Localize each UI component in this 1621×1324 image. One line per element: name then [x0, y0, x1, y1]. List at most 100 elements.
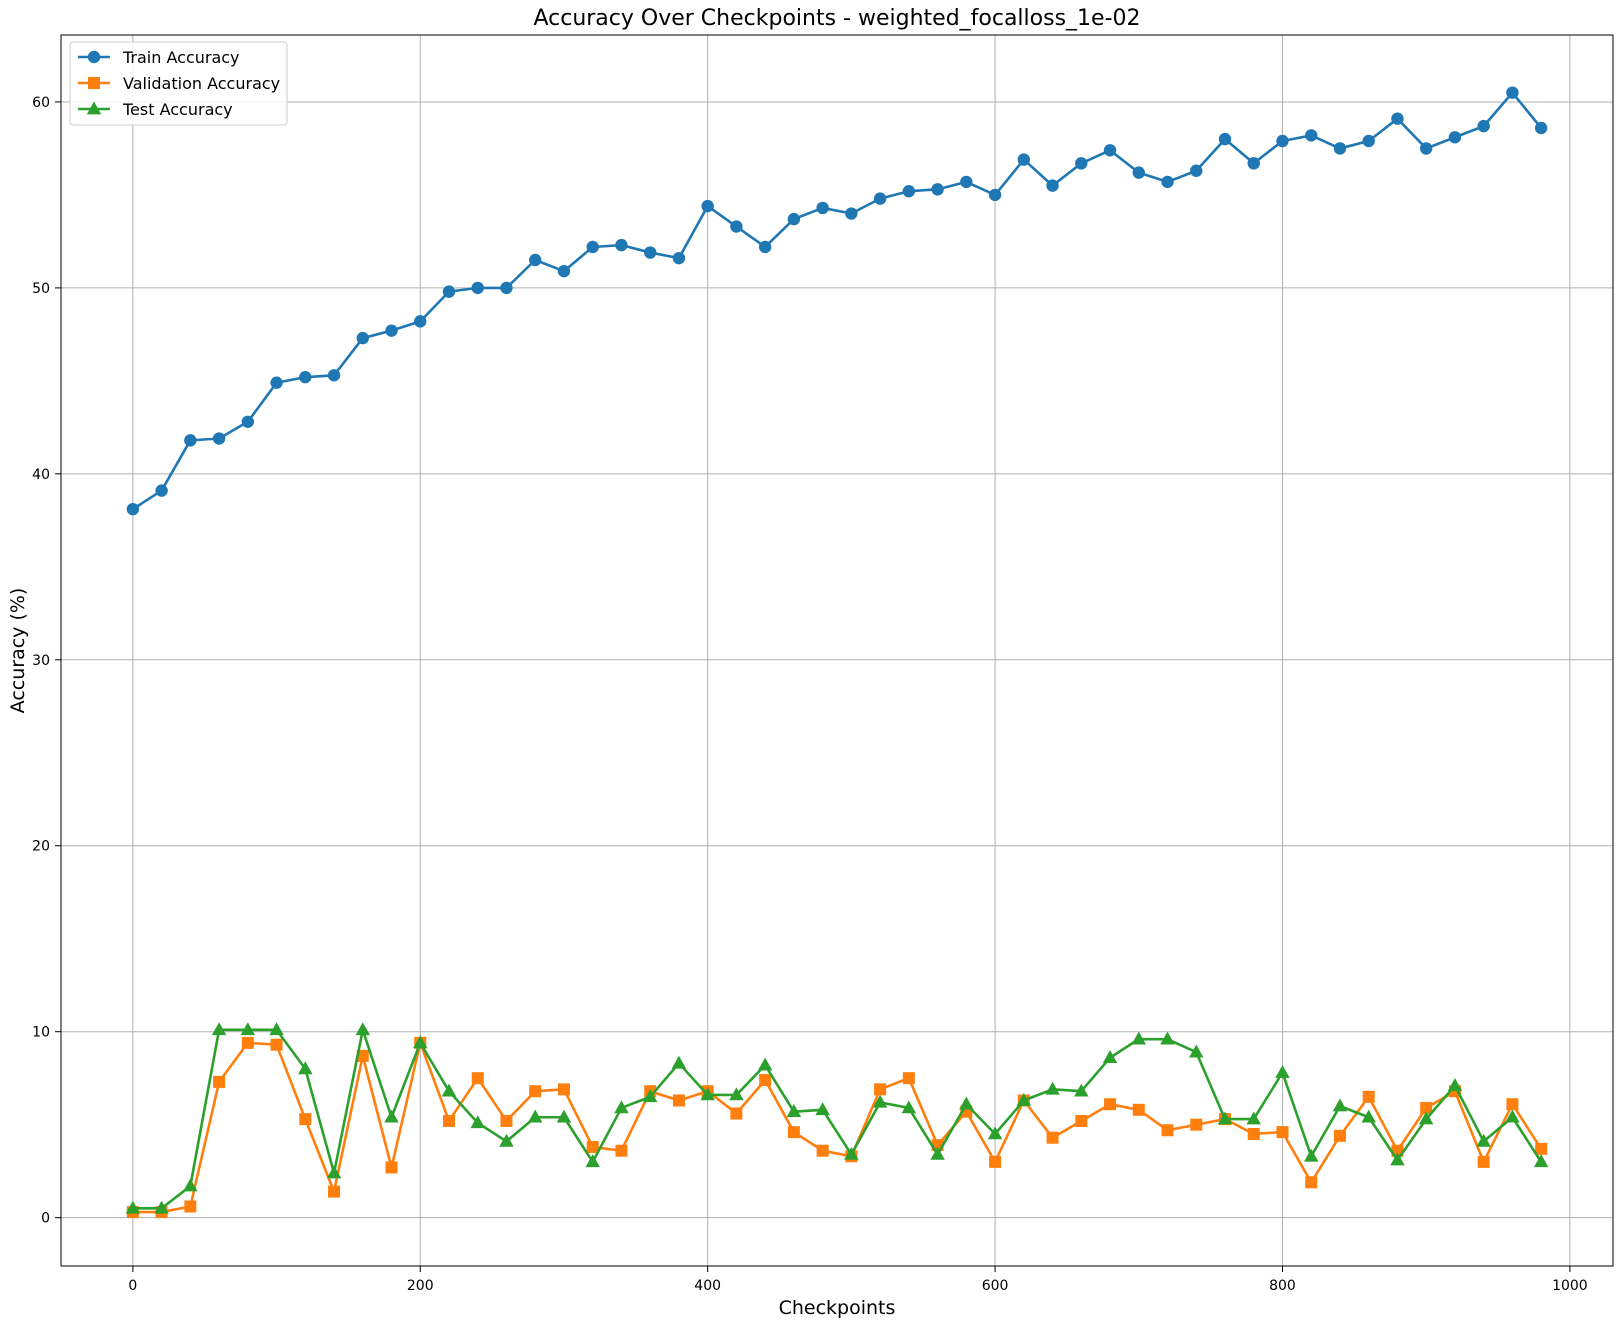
data-point [1045, 1081, 1060, 1095]
data-point [1217, 1111, 1233, 1125]
data-point [443, 1114, 455, 1127]
data-point [414, 315, 427, 328]
data-point [1104, 1098, 1117, 1111]
series-line [132, 1041, 1543, 1214]
data-point [1506, 1098, 1519, 1111]
data-point [816, 1144, 829, 1157]
data-point [213, 1075, 226, 1088]
data-point [586, 1140, 599, 1153]
data-point [1535, 1142, 1548, 1155]
data-point [1016, 1092, 1032, 1106]
y-tick-label: 40 [32, 467, 50, 483]
data-point [1305, 129, 1318, 142]
data-point [500, 1114, 513, 1127]
data-point [1102, 1050, 1118, 1064]
data-point [299, 370, 312, 384]
data-point [1046, 179, 1059, 192]
x-tick-label: 200 [407, 1278, 434, 1294]
data-point [1419, 142, 1433, 155]
data-point [816, 201, 829, 215]
series-square-group [126, 1036, 1548, 1219]
x-tick-label: 0 [128, 1278, 137, 1294]
data-point [1332, 1098, 1348, 1112]
data-point [1333, 1129, 1346, 1142]
data-point [270, 1038, 283, 1051]
x-axis-label: Checkpoints [779, 1297, 896, 1319]
data-point [1362, 134, 1375, 148]
data-point [241, 415, 255, 428]
data-point [1275, 1065, 1290, 1078]
data-point [1190, 164, 1203, 177]
y-tick-label: 30 [32, 653, 50, 669]
data-point [1046, 1131, 1059, 1144]
data-point [557, 264, 571, 278]
data-point [1447, 1078, 1463, 1091]
x-tick-label: 400 [694, 1278, 721, 1294]
data-point [1506, 86, 1519, 99]
grid-lines [61, 35, 1613, 1266]
data-point [1017, 153, 1031, 166]
data-point [730, 220, 743, 233]
data-point [787, 1126, 800, 1139]
x-tick-label: 800 [1269, 1278, 1296, 1294]
data-point [988, 188, 1002, 202]
data-point [184, 434, 197, 447]
data-point [155, 484, 168, 497]
data-point [1477, 119, 1490, 133]
data-point [902, 184, 916, 198]
data-point [1477, 1155, 1490, 1168]
legend-frame [69, 41, 288, 126]
data-point [902, 1072, 915, 1085]
data-point [960, 175, 973, 189]
data-point [700, 1087, 715, 1101]
data-point [1075, 157, 1088, 170]
data-point [384, 1109, 399, 1123]
data-point [385, 1161, 398, 1174]
data-point [154, 1200, 169, 1214]
data-point [1362, 1090, 1375, 1103]
data-point [1189, 1044, 1204, 1058]
y-tick-label: 50 [32, 281, 50, 297]
y-axis-label: Accuracy (%) [7, 588, 29, 714]
data-point [298, 1061, 313, 1075]
data-point [1276, 134, 1289, 148]
plot-frame [60, 34, 1614, 1267]
data-point [1160, 1031, 1175, 1045]
data-point [241, 1036, 254, 1049]
data-point [815, 1102, 830, 1116]
data-point [557, 1083, 570, 1096]
data-point [844, 1146, 859, 1160]
data-point [1505, 1109, 1520, 1123]
data-point [787, 212, 801, 226]
data-point [614, 1100, 629, 1114]
data-point [729, 1087, 744, 1101]
data-point [1304, 1148, 1319, 1162]
y-tick-label: 60 [32, 95, 50, 111]
data-point [1533, 1154, 1549, 1168]
data-point [959, 1096, 974, 1110]
data-point [615, 238, 628, 252]
data-point [1132, 166, 1145, 179]
data-point [931, 183, 944, 196]
data-point [930, 1146, 945, 1160]
series-line [132, 91, 1543, 511]
data-point [1246, 1111, 1261, 1125]
data-point [326, 1165, 342, 1179]
data-point [413, 1035, 428, 1049]
data-point [442, 285, 456, 298]
data-point [500, 281, 513, 295]
data-point [211, 1022, 227, 1036]
data-point [1190, 1118, 1203, 1131]
data-point [901, 1100, 917, 1114]
data-point [786, 1104, 802, 1117]
data-point [299, 1113, 312, 1126]
data-point [1247, 1127, 1260, 1140]
data-point [355, 1022, 370, 1036]
data-point [356, 1049, 369, 1062]
legend-entry: Train Accuracy [78, 48, 240, 67]
x-tick-label: 1000 [1552, 1278, 1588, 1294]
legend-label: Validation Accuracy [123, 74, 280, 93]
data-point [269, 1022, 284, 1036]
data-point [328, 1185, 341, 1198]
data-point [757, 1057, 773, 1071]
